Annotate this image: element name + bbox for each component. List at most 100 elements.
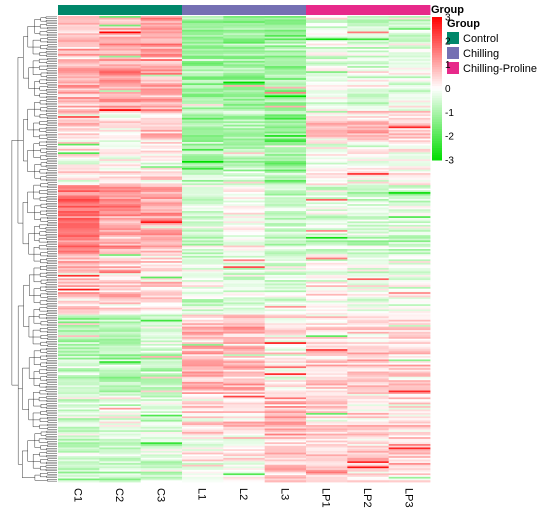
heatmap-cell	[347, 349, 390, 352]
heatmap-cell	[99, 197, 142, 200]
heatmap-cell	[223, 173, 266, 176]
heatmap-cell	[182, 76, 224, 79]
heatmap-cell	[347, 135, 390, 138]
heatmap-cell	[347, 72, 390, 76]
heatmap-cell	[306, 450, 348, 454]
heatmap-cell	[223, 473, 266, 476]
heatmap-cell	[264, 366, 307, 369]
heatmap-cell	[223, 371, 266, 374]
heatmap-cell	[58, 131, 100, 134]
heatmap-cell	[58, 160, 100, 164]
heatmap-cell	[264, 224, 307, 227]
heatmap-cell	[347, 178, 390, 181]
heatmap-cell	[264, 261, 307, 264]
heatmap-cell	[264, 124, 307, 127]
heatmap-cell	[347, 400, 390, 404]
heatmap-cell	[140, 28, 183, 31]
heatmap-cell	[388, 197, 431, 200]
heatmap-cell	[388, 357, 431, 360]
heatmap-cell	[306, 104, 348, 107]
heatmap-cell	[306, 354, 348, 357]
color-scale-step	[432, 36, 442, 39]
heatmap-cell	[306, 133, 348, 136]
heatmap-cell	[182, 71, 224, 74]
heatmap-cell	[264, 400, 307, 404]
heatmap-cell	[140, 444, 183, 447]
heatmap-cell	[223, 140, 266, 143]
heatmap-cell	[388, 369, 431, 372]
heatmap-cell	[264, 312, 307, 315]
heatmap-cell	[99, 29, 142, 32]
heatmap-cell	[388, 354, 431, 357]
heatmap-cell	[99, 205, 142, 208]
heatmap-cell	[306, 223, 348, 226]
heatmap-cell	[182, 330, 224, 333]
heatmap-cell	[347, 402, 390, 405]
heatmap-cell	[58, 254, 100, 257]
heatmap-cell	[99, 352, 142, 355]
color-scale-step	[432, 81, 442, 85]
heatmap-cell	[223, 475, 266, 478]
heatmap-cell	[140, 456, 183, 459]
heatmap-cell	[388, 190, 431, 193]
heatmap-cell	[223, 281, 266, 284]
heatmap-cell	[264, 280, 307, 283]
heatmap-cell	[388, 74, 431, 77]
heatmap-cell	[223, 216, 266, 219]
color-scale-step	[432, 88, 442, 92]
heatmap-cell	[388, 271, 431, 274]
heatmap-cell	[347, 331, 390, 334]
heatmap-cell	[58, 205, 100, 208]
heatmap-cell	[182, 395, 224, 398]
heatmap-cell	[388, 273, 431, 276]
heatmap-cell	[99, 216, 142, 219]
heatmap-cell	[182, 185, 224, 188]
heatmap-cell	[182, 242, 224, 245]
heatmap-cell	[347, 128, 390, 131]
heatmap-cell	[58, 95, 100, 98]
heatmap-cell	[388, 387, 431, 390]
heatmap-cell	[140, 412, 183, 416]
heatmap-cell	[306, 202, 348, 205]
heatmap-cell	[140, 397, 183, 400]
heatmap-cell	[388, 312, 431, 315]
heatmap-cell	[306, 64, 348, 67]
heatmap-cell	[223, 425, 266, 428]
heatmap-cell	[223, 399, 266, 402]
heatmap-cell	[99, 299, 142, 302]
color-scale-step	[432, 121, 442, 125]
heatmap-cell	[388, 242, 431, 245]
heatmap-cell	[99, 262, 142, 265]
heatmap-cell	[182, 167, 224, 171]
heatmap-cell	[223, 406, 266, 409]
heatmap-cell	[388, 324, 431, 328]
heatmap-cell	[223, 478, 266, 481]
heatmap-cell	[306, 468, 348, 471]
heatmap-cell	[388, 423, 431, 426]
heatmap-cell	[58, 102, 100, 105]
heatmap-cell	[58, 445, 100, 448]
heatmap-cell	[264, 147, 307, 150]
heatmap-cell	[182, 17, 224, 20]
heatmap-cell	[223, 17, 266, 20]
heatmap-cell	[223, 57, 266, 60]
heatmap-cell	[306, 345, 348, 348]
heatmap-cell	[264, 205, 307, 208]
heatmap-cell	[182, 250, 224, 253]
heatmap-cell	[264, 152, 307, 155]
heatmap-cell	[58, 124, 100, 127]
heatmap-cell	[264, 373, 307, 376]
heatmap-cell	[140, 150, 183, 153]
heatmap-cell	[264, 150, 307, 153]
heatmap-cell	[140, 249, 183, 252]
heatmap-cell	[264, 392, 307, 395]
heatmap-cell	[347, 290, 390, 293]
heatmap-cell	[264, 41, 307, 45]
heatmap-cell	[388, 456, 431, 459]
heatmap-cell	[182, 388, 224, 391]
heatmap-cell	[347, 231, 390, 234]
heatmap-cell	[347, 243, 390, 246]
heatmap-cell	[99, 473, 142, 476]
heatmap-cell	[223, 273, 266, 276]
heatmap-cell	[347, 59, 390, 62]
